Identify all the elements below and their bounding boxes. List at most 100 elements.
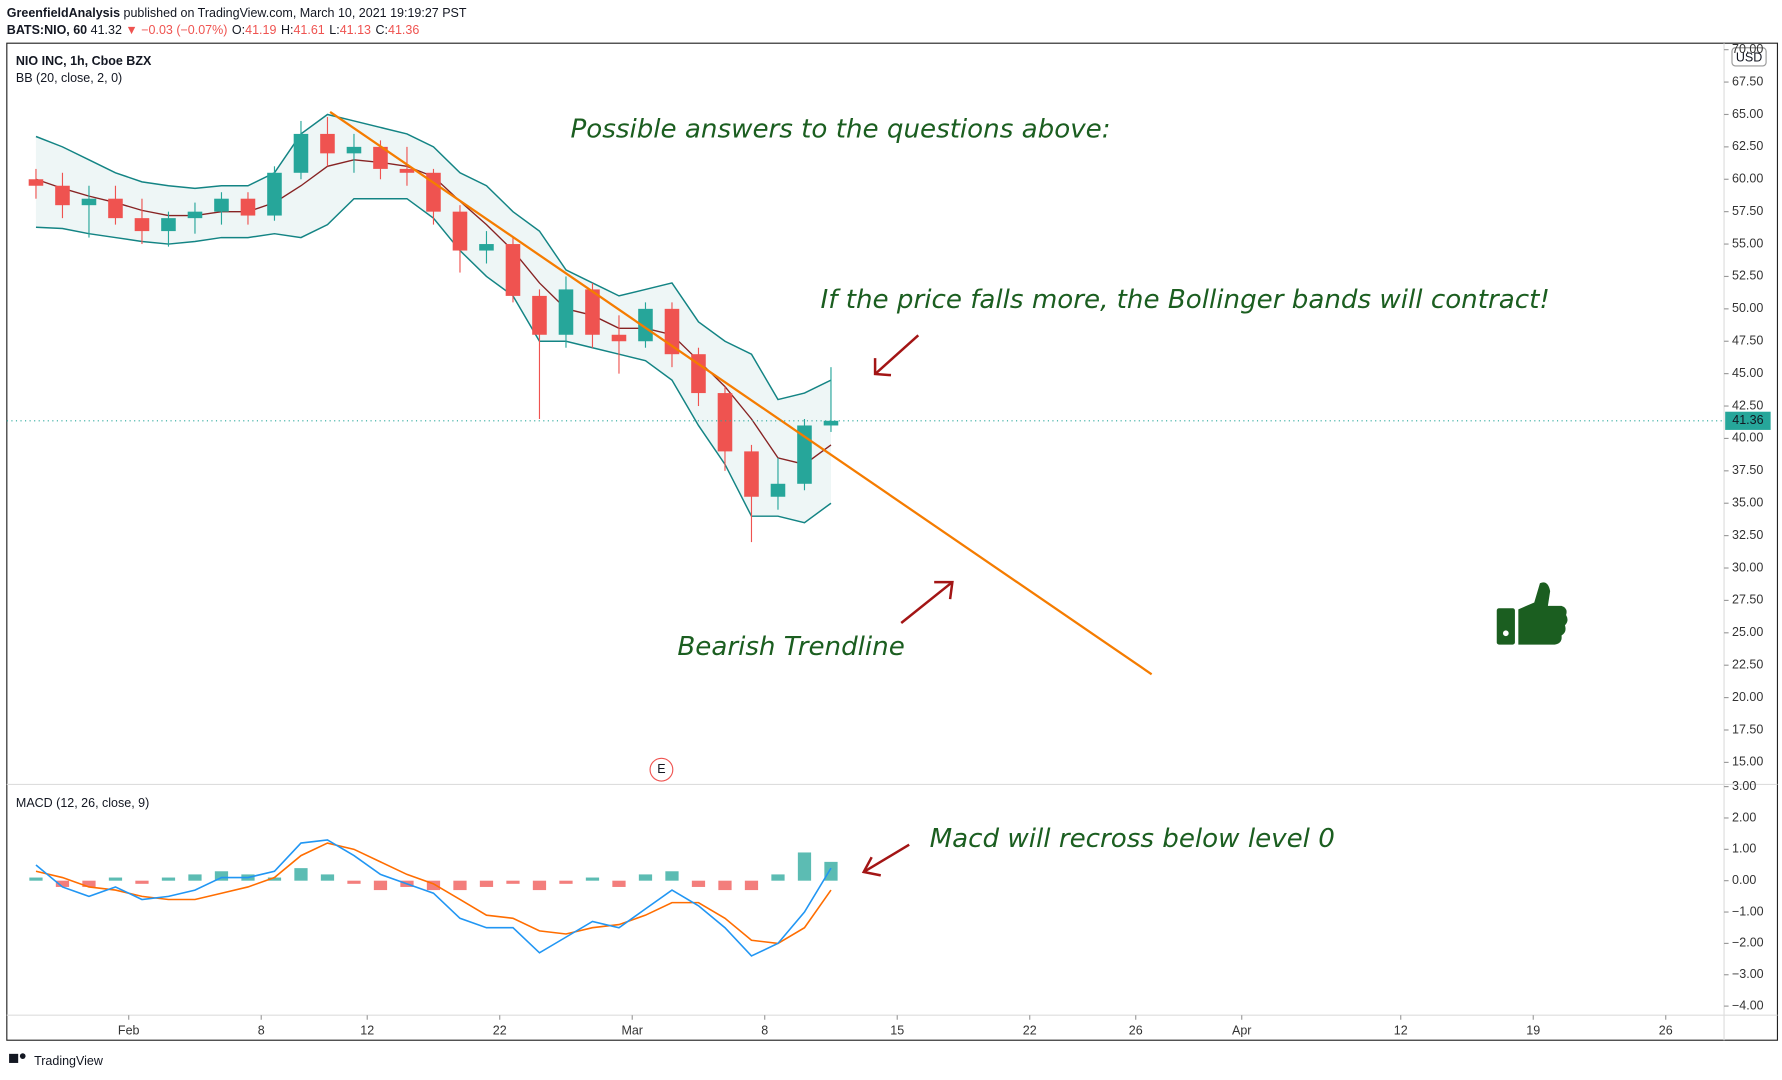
candle-body	[585, 289, 600, 335]
y-tick-label: 57.50	[1732, 204, 1763, 218]
candle-body	[134, 218, 150, 232]
candle-body	[161, 218, 176, 232]
signal-line	[35, 842, 832, 945]
candle-body	[293, 133, 309, 173]
x-tick-label: 19	[1526, 1023, 1540, 1037]
y-tick-label: 45.00	[1732, 366, 1763, 380]
histogram-bar	[718, 880, 732, 891]
ohlc-value: 41.19	[245, 23, 276, 37]
x-tick-label: 12	[1394, 1023, 1408, 1037]
candle-body	[691, 354, 706, 394]
symbol: BATS:NIO, 60	[7, 23, 87, 37]
candle-body	[108, 198, 123, 219]
ohlc-value: 41.13	[340, 23, 371, 37]
y-tick-label: 47.50	[1732, 334, 1763, 348]
histogram-bar	[294, 868, 308, 881]
y-tick-label: 22.50	[1732, 657, 1763, 671]
last-price-label: 41.36	[1732, 413, 1763, 427]
x-tick-label: 8	[761, 1023, 768, 1037]
y-tick-label: 27.50	[1732, 593, 1763, 607]
histogram-bar	[188, 874, 202, 881]
author: GreenfieldAnalysis	[7, 6, 120, 20]
candle-body	[426, 172, 441, 212]
arrows	[861, 334, 954, 877]
y-tick-label: 52.50	[1732, 269, 1763, 283]
histogram-bar	[135, 880, 149, 884]
header-line-1: GreenfieldAnalysis published on TradingV…	[7, 6, 467, 20]
x-tick-label: 8	[258, 1023, 265, 1037]
bb_upper-line	[35, 113, 832, 401]
x-tick-label: 15	[890, 1023, 904, 1037]
y-tick-label: 65.00	[1732, 107, 1763, 121]
header-line-2: BATS:NIO, 60 41.32 ▼ −0.03 (−0.07%) O:41.…	[7, 23, 420, 37]
histogram-bar	[559, 880, 573, 884]
y-tick-label: 1.00	[1732, 842, 1756, 856]
y-tick-label: 50.00	[1732, 301, 1763, 315]
arrow-head	[934, 580, 954, 600]
histogram-bar	[638, 874, 653, 881]
annotation: If the price falls more, the Bollinger b…	[821, 285, 1550, 315]
logo-mark	[19, 1053, 26, 1059]
histogram-bar	[744, 880, 759, 891]
arrow-head	[861, 856, 882, 877]
y-tick-label: −1.00	[1732, 904, 1764, 918]
histogram-bar	[479, 880, 494, 887]
candle-body	[505, 244, 521, 296]
thumb-cuff	[1496, 608, 1515, 645]
y-tick-label: −3.00	[1732, 967, 1764, 981]
y-tick-label: 40.00	[1732, 431, 1763, 445]
arrow	[900, 581, 954, 624]
y-tick-label: 25.00	[1732, 625, 1763, 639]
footer: TradingView	[34, 1054, 104, 1068]
annotation: Bearish Trendline	[677, 632, 904, 662]
ohlc-value: 41.61	[293, 23, 324, 37]
trendline	[329, 110, 1153, 676]
histogram-bar	[108, 877, 123, 881]
histogram-bar	[29, 877, 43, 881]
macd-line	[35, 839, 832, 957]
y-tick-label: 67.50	[1732, 74, 1763, 88]
candle-body	[611, 334, 627, 342]
candle-body	[823, 420, 839, 426]
thumb-dot	[1502, 630, 1509, 637]
candle-body	[479, 244, 494, 251]
chart-title: NIO INC, 1h, Cboe BZX	[16, 54, 152, 68]
candle-body	[664, 308, 680, 355]
ohlc-key: O:	[232, 23, 245, 37]
candle-body	[320, 133, 335, 154]
plot: 41.36 70.00 67.50 65.00 62.50 60.00 57.50 55.00…	[6, 42, 1771, 1037]
x-tick-label: Apr	[1232, 1023, 1251, 1037]
histogram-bar	[82, 880, 96, 887]
y-tick-label: 35.00	[1732, 496, 1763, 510]
histogram-bar	[771, 874, 785, 881]
candle-body	[267, 172, 282, 216]
thumb-hand	[1518, 582, 1568, 645]
y-tick-label: 37.50	[1732, 463, 1763, 477]
y-tick-label: 32.50	[1732, 528, 1763, 542]
x-tick-label: 22	[493, 1023, 507, 1037]
candle-body	[717, 393, 733, 452]
chart-frame	[6, 42, 1779, 1041]
candle-body	[346, 146, 362, 154]
y-tick-label: 60.00	[1732, 172, 1763, 186]
y-tick-label: 0.00	[1732, 873, 1756, 887]
y-tick-label: 55.00	[1732, 236, 1763, 250]
bb-fill	[35, 114, 831, 523]
candle-body	[532, 295, 547, 335]
histogram-bar	[797, 852, 812, 881]
histogram-bar	[665, 871, 679, 881]
candle-body	[452, 211, 468, 251]
candle-body	[240, 198, 256, 216]
arrow	[863, 843, 910, 874]
histogram-bar	[453, 880, 467, 891]
ohlc-key: H:	[281, 23, 293, 37]
annotation: Macd will recross below level 0	[930, 824, 1335, 854]
y-tick-label: −4.00	[1732, 998, 1764, 1012]
histogram-bar	[506, 880, 520, 884]
currency-box	[1731, 47, 1767, 67]
ohlc-value: 41.36	[388, 23, 419, 37]
histogram-bar	[585, 877, 600, 881]
candle-body	[744, 451, 759, 497]
macd-label: MACD (12, 26, close, 9)	[16, 796, 149, 810]
